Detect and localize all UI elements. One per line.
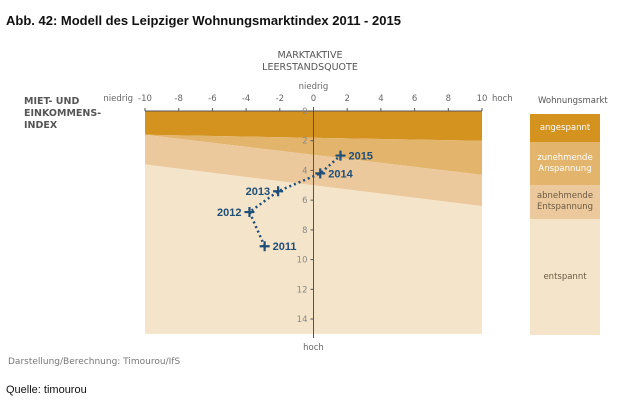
x-tick-label: 6 xyxy=(412,94,417,104)
point-label: 2011 xyxy=(273,241,297,253)
x-tick-label: 4 xyxy=(378,94,383,104)
x-tick-label: 0 xyxy=(311,94,316,104)
legend-item: abnehmende Entspannung xyxy=(530,185,600,219)
point-label: 2012 xyxy=(217,207,241,219)
x-tick-label: 8 xyxy=(446,94,451,104)
footnote: Darstellung/Berechnung: Timourou/IfS xyxy=(8,357,181,367)
point-marker-2013 xyxy=(273,186,284,197)
y-low-label: niedrig xyxy=(299,82,329,92)
y-tick-label: 2 xyxy=(302,137,307,147)
y-tick-label: 4 xyxy=(302,166,307,176)
y-tick-label: 0 xyxy=(302,107,307,117)
x-tick-label: 2 xyxy=(344,94,349,104)
y-tick-label: 8 xyxy=(302,226,307,236)
y-tick-label: 12 xyxy=(297,285,308,295)
y-tick-label: 14 xyxy=(297,315,308,325)
point-marker-2012 xyxy=(244,207,255,218)
x-tick-label: -8 xyxy=(174,94,182,104)
x-tick-label: -6 xyxy=(208,94,216,104)
legend-item: angespannt xyxy=(530,114,600,142)
point-marker-2014 xyxy=(315,168,326,179)
x-tick-label: -2 xyxy=(276,94,284,104)
y-high-label: hoch xyxy=(303,343,324,353)
source: Quelle: timourou xyxy=(6,384,87,396)
y-tick-label: 6 xyxy=(302,196,307,206)
point-marker-2011 xyxy=(259,241,270,252)
y-axis-title: MIET- UND EINKOMMENS-INDEX xyxy=(24,96,102,131)
point-marker-2015 xyxy=(335,150,346,161)
x-low-label: niedrig xyxy=(103,94,133,104)
x-tick-label: -4 xyxy=(242,94,250,104)
x-high-label: hoch xyxy=(492,94,513,104)
point-label: 2015 xyxy=(348,151,372,163)
legend-title: Wohnungsmarkt xyxy=(538,96,608,106)
legend-item: entspannt xyxy=(530,219,600,335)
band-zunehmende-anspannung xyxy=(145,134,482,175)
legend-item: zunehmende Anspannung xyxy=(530,142,600,185)
point-label: 2013 xyxy=(246,186,270,198)
y-tick-label: 10 xyxy=(297,256,308,266)
x-axis-title: MARKTAKTIVE LEERSTANDSQUOTE xyxy=(262,50,358,73)
point-label: 2014 xyxy=(328,168,353,180)
figure-title: Abb. 42: Modell des Leipziger Wohnungsma… xyxy=(6,13,401,28)
x-tick-label: -10 xyxy=(138,94,152,104)
x-tick-label: 10 xyxy=(477,94,488,104)
